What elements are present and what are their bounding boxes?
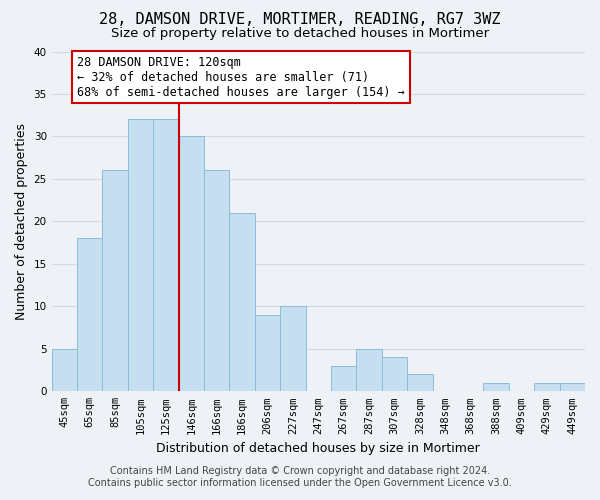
Bar xyxy=(560,383,585,392)
Bar xyxy=(484,383,509,392)
Bar xyxy=(382,358,407,392)
Bar xyxy=(280,306,305,392)
Bar xyxy=(179,136,204,392)
Text: 28 DAMSON DRIVE: 120sqm
← 32% of detached houses are smaller (71)
68% of semi-de: 28 DAMSON DRIVE: 120sqm ← 32% of detache… xyxy=(77,56,405,98)
Bar xyxy=(534,383,560,392)
Bar xyxy=(153,120,179,392)
Bar xyxy=(255,315,280,392)
Y-axis label: Number of detached properties: Number of detached properties xyxy=(15,123,28,320)
Bar xyxy=(77,238,103,392)
Bar xyxy=(103,170,128,392)
Bar xyxy=(331,366,356,392)
Bar xyxy=(356,349,382,392)
Text: Contains HM Land Registry data © Crown copyright and database right 2024.
Contai: Contains HM Land Registry data © Crown c… xyxy=(88,466,512,487)
Text: 28, DAMSON DRIVE, MORTIMER, READING, RG7 3WZ: 28, DAMSON DRIVE, MORTIMER, READING, RG7… xyxy=(99,12,501,28)
Text: Size of property relative to detached houses in Mortimer: Size of property relative to detached ho… xyxy=(111,28,489,40)
Bar xyxy=(128,120,153,392)
Bar xyxy=(229,213,255,392)
Bar xyxy=(407,374,433,392)
X-axis label: Distribution of detached houses by size in Mortimer: Distribution of detached houses by size … xyxy=(157,442,480,455)
Bar xyxy=(204,170,229,392)
Bar xyxy=(52,349,77,392)
